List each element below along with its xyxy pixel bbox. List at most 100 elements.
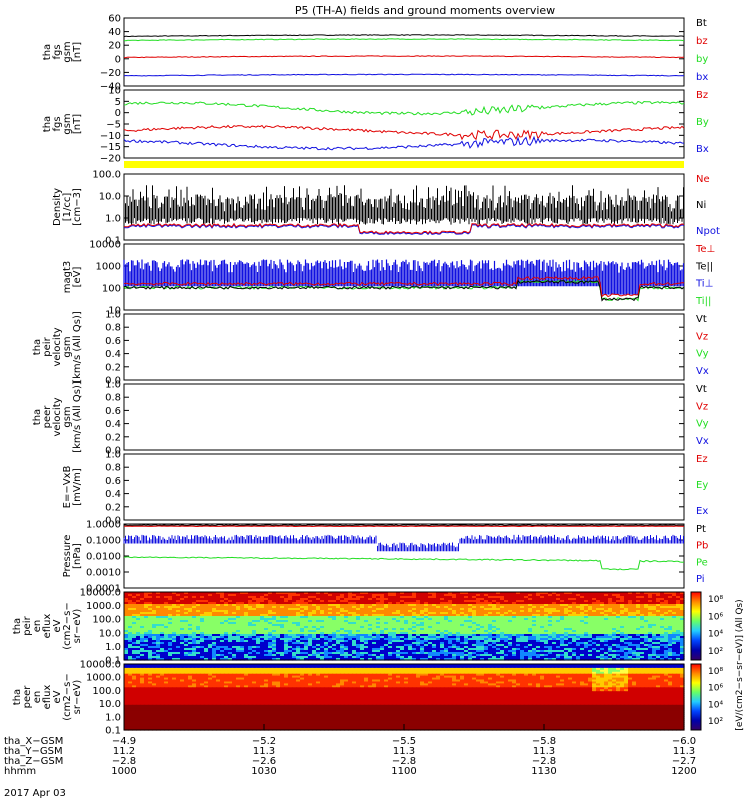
spec-cell	[520, 598, 525, 601]
spec-cell	[584, 604, 589, 607]
spec-cell	[380, 614, 385, 617]
spec-cell	[656, 598, 661, 601]
spec-cell	[312, 632, 317, 635]
spec-cell	[480, 642, 485, 645]
spec-cell	[508, 658, 513, 661]
spec-cell	[260, 624, 265, 627]
spec-cell	[216, 646, 221, 649]
spec-cell	[620, 656, 625, 659]
spec-cell	[368, 654, 373, 657]
spec-cell	[440, 658, 445, 661]
spec-cell	[576, 618, 581, 621]
spec-cell	[304, 612, 309, 615]
spec-cell	[468, 612, 473, 615]
spec-cell	[220, 618, 225, 621]
spec-cell	[176, 642, 181, 645]
spec-cell	[652, 600, 657, 603]
spec-cell	[200, 630, 205, 633]
y-tick-label: 10000	[89, 240, 121, 251]
spec-cell	[652, 604, 657, 607]
spec-cell	[672, 592, 677, 595]
spec-cell	[568, 626, 573, 629]
spec-cell	[256, 616, 261, 619]
spec-cell	[124, 610, 129, 613]
spec-cell	[432, 654, 437, 657]
spec-cell	[204, 642, 209, 645]
spec-cell	[644, 598, 649, 601]
spec-cell	[180, 602, 185, 605]
spec-cell	[160, 638, 165, 641]
spec-cell	[436, 648, 441, 651]
spec-cell	[528, 648, 533, 651]
spec-cell	[520, 644, 525, 647]
spec-cell	[668, 598, 673, 601]
spec-cell	[544, 626, 549, 629]
spec-cell	[436, 610, 441, 613]
spec-cell	[624, 656, 629, 659]
spec-cell	[380, 640, 385, 643]
spec-cell	[468, 638, 473, 641]
spec-cell	[628, 632, 633, 635]
spec-cell	[500, 614, 505, 617]
spec-cell	[148, 624, 153, 627]
spec-cell	[624, 638, 629, 641]
spec-cell	[588, 592, 593, 595]
spec-cell	[312, 630, 317, 633]
spec-cell	[604, 628, 609, 631]
spec-cell	[336, 618, 341, 621]
spec-cell	[484, 636, 489, 639]
spec-cell	[628, 606, 633, 609]
spec-cell	[296, 598, 301, 601]
spec-cell	[424, 648, 429, 651]
spec-cell	[360, 598, 365, 601]
spec-cell	[180, 638, 185, 641]
spec-cell	[324, 610, 329, 613]
spec-cell	[476, 650, 481, 653]
spec-cell	[192, 616, 197, 619]
spec-cell	[396, 612, 401, 615]
spec-cell	[544, 600, 549, 603]
spec-cell	[304, 620, 309, 623]
spec-cell	[412, 634, 417, 637]
spec-cell	[352, 636, 357, 639]
spec-cell	[608, 634, 613, 637]
spec-cell	[336, 608, 341, 611]
spec-cell	[300, 608, 305, 611]
spec-cell	[364, 626, 369, 629]
spec-cell	[492, 624, 497, 627]
spec-cell	[316, 598, 321, 601]
spec-cell	[284, 658, 289, 661]
spec-cell	[588, 648, 593, 651]
spec-cell	[384, 626, 389, 629]
spec-cell	[444, 646, 449, 649]
spec-cell	[564, 610, 569, 613]
spec-cell	[516, 596, 521, 599]
spec-cell	[248, 600, 253, 603]
spec-cell	[332, 630, 337, 633]
spec-cell	[184, 592, 189, 595]
spec-cell	[244, 646, 249, 649]
spec-cell	[388, 634, 393, 637]
spec-cell	[324, 618, 329, 621]
spec-cell	[520, 618, 525, 621]
spec-cell	[532, 628, 537, 631]
spec-cell	[500, 646, 505, 649]
spec-cell	[444, 654, 449, 657]
spec-cell	[404, 636, 409, 639]
spec-cell	[416, 622, 421, 625]
spec-cell	[652, 630, 657, 633]
spec-cell	[592, 626, 597, 629]
spec-cell	[148, 628, 153, 631]
spec-cell	[524, 636, 529, 639]
spec-cell	[444, 596, 449, 599]
spec-cell	[184, 642, 189, 645]
spec-cell	[672, 596, 677, 599]
spec-cell	[468, 628, 473, 631]
spec-cell	[484, 616, 489, 619]
spec-cell	[536, 608, 541, 611]
spec-cell	[680, 654, 685, 657]
spec-cell	[548, 604, 553, 607]
spec-cell	[216, 628, 221, 631]
spec-cell	[508, 652, 513, 655]
spec-cell	[368, 616, 373, 619]
